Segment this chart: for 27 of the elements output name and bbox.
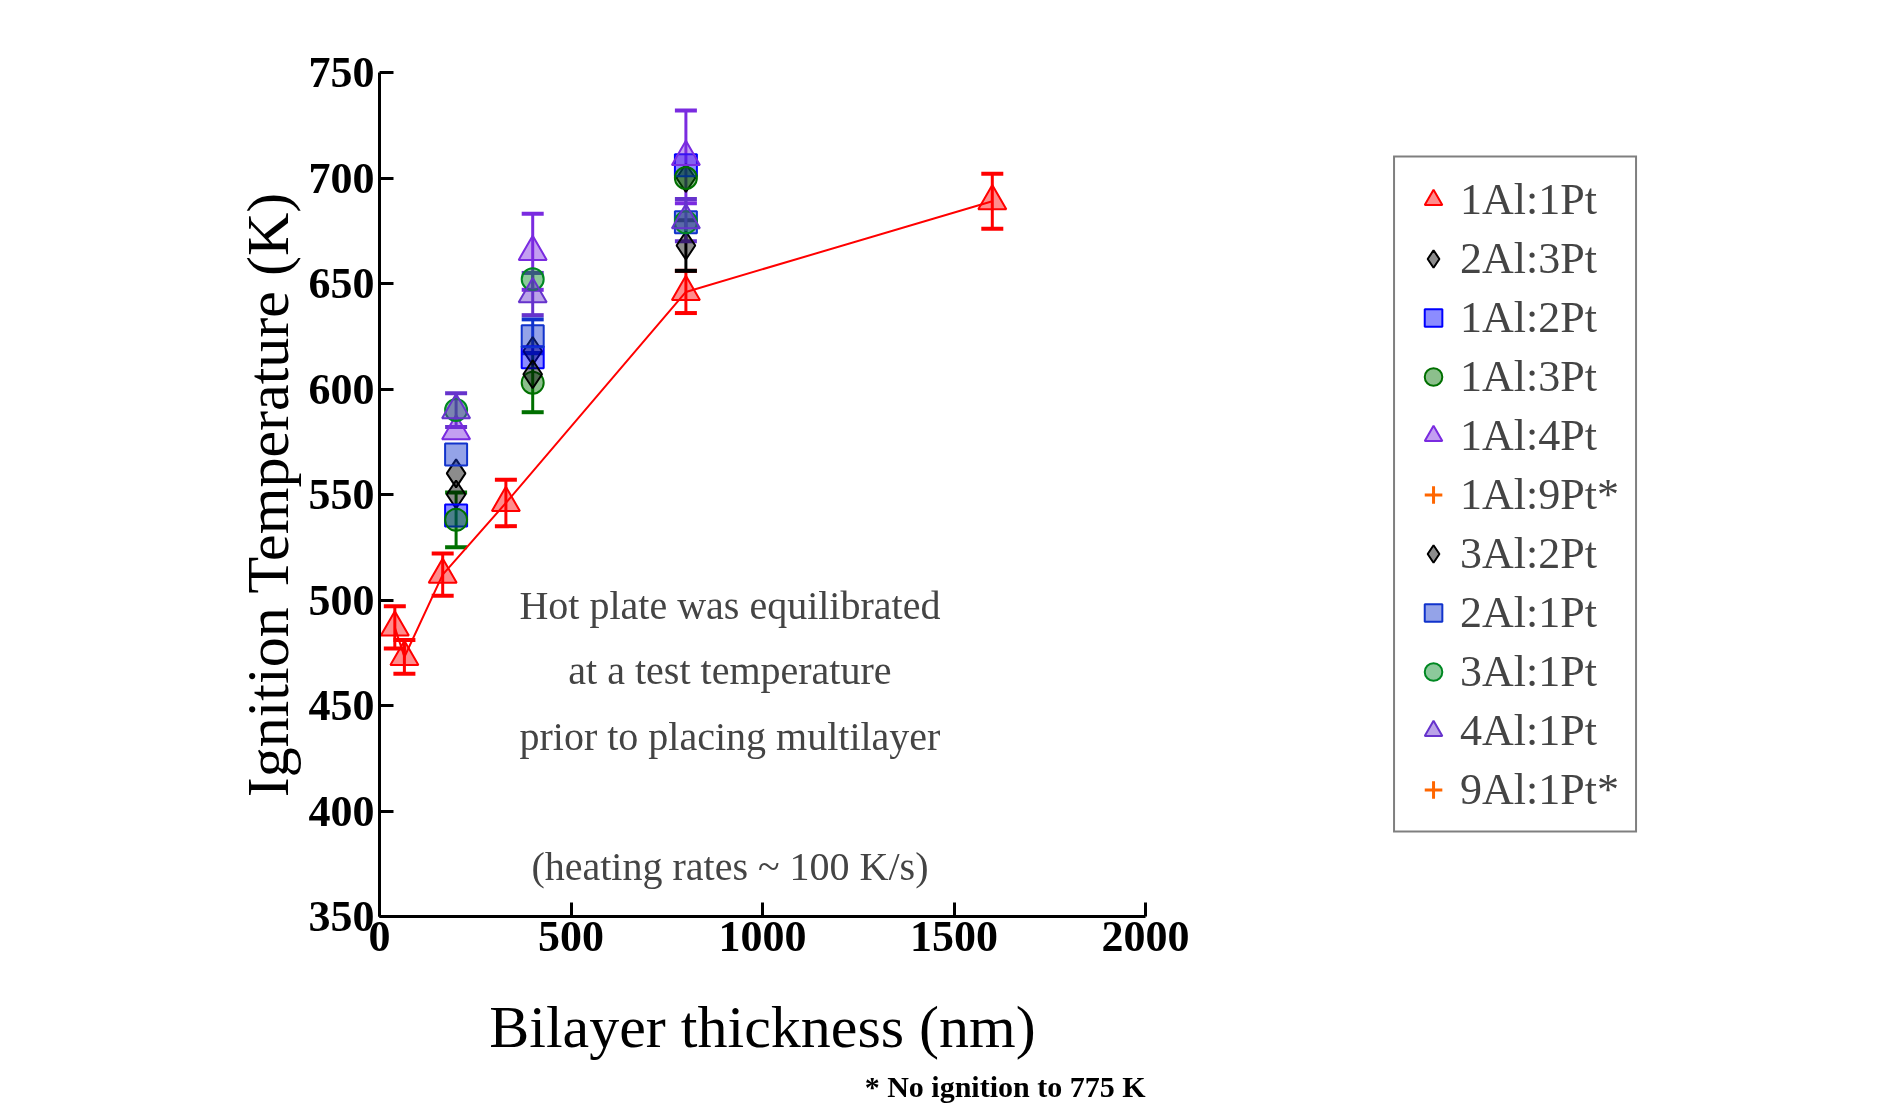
legend-label: 3Al:1Pt (1460, 645, 1597, 697)
y-tick-label: 700 (308, 153, 375, 203)
y-tick-label: 400 (308, 786, 375, 836)
legend-label: 2Al:1Pt (1460, 586, 1597, 638)
y-tick-label: 500 (308, 575, 375, 625)
legend-label: 3Al:2Pt (1460, 527, 1597, 579)
x-tick-label: 1000 (718, 911, 807, 961)
text: Hot plate was equilibrated at a test temperature prior to placing multilayer (heating rates ~ 100 K/s) (519, 583, 941, 890)
legend-label: 1Al:4Pt (1460, 409, 1597, 461)
legend-label: 2Al:3Pt (1460, 232, 1597, 284)
x-tick-label: 2000 (1101, 911, 1190, 961)
legend-label: 1Al:3Pt (1460, 350, 1597, 402)
legend-label: 4Al:1Pt (1460, 704, 1597, 756)
y-tick-label: 650 (308, 259, 375, 308)
y-tick-label: 450 (308, 681, 375, 730)
y-axis-title: Ignition Temperature (K) (234, 192, 301, 798)
x-axis-title: Bilayer thickness (nm) (489, 993, 1036, 1060)
legend-label: 9Al:1Pt* (1460, 763, 1619, 815)
y-tick-label: 550 (308, 470, 375, 519)
legend-label: 1Al:9Pt* (1460, 468, 1619, 520)
y-tick-label: 600 (308, 364, 375, 414)
x-tick-label: 1500 (910, 911, 998, 961)
legend-label: 1Al:1Pt (1460, 173, 1597, 225)
y-tick-label: 750 (308, 48, 375, 97)
x-tick-label: 500 (538, 911, 604, 961)
text: * No ignition to 775 K (864, 1069, 1147, 1103)
legend-label: 1Al:2Pt (1460, 291, 1597, 343)
